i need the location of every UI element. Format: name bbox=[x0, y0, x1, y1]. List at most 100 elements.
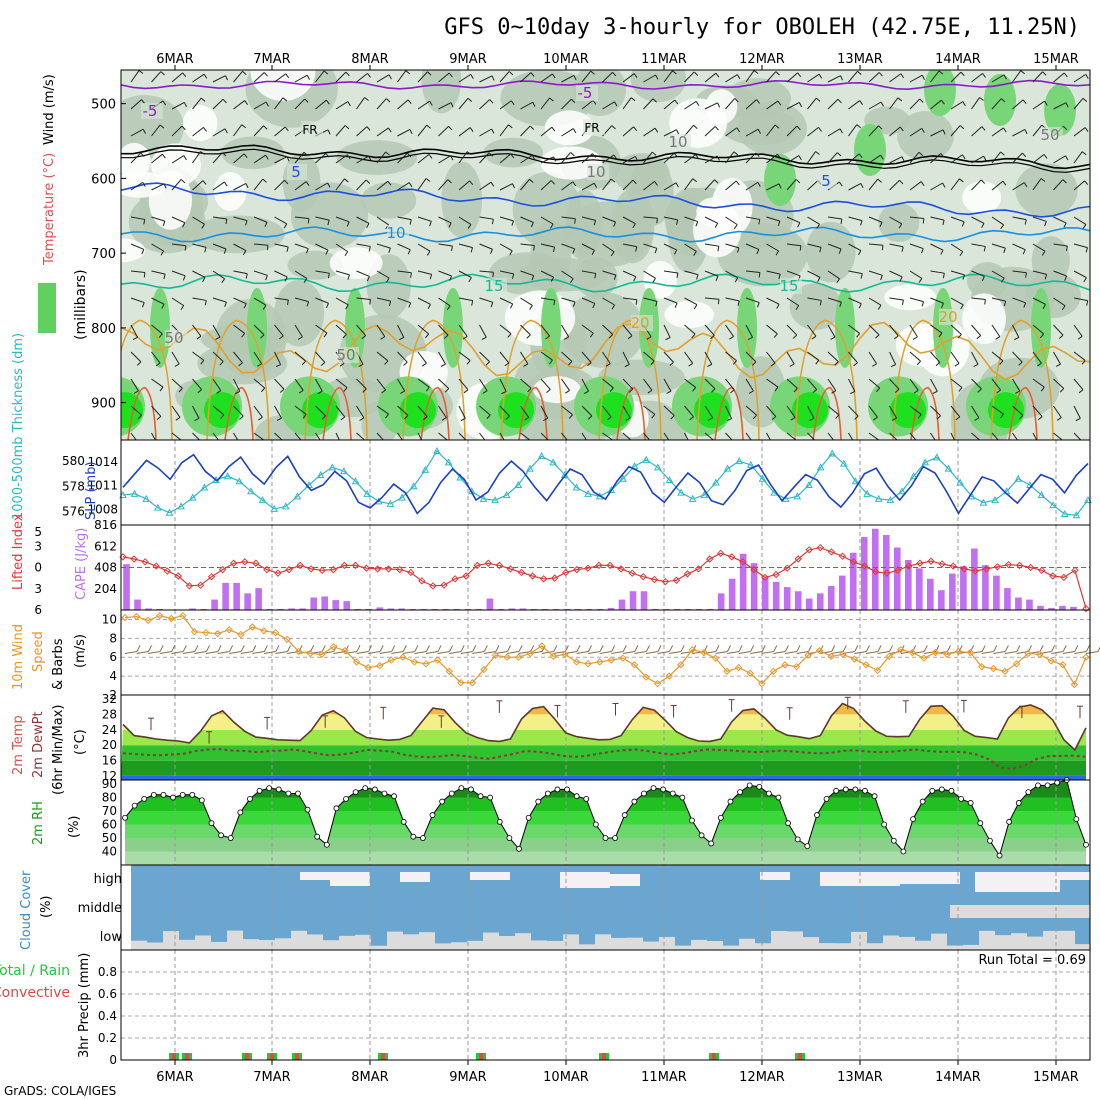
wind-barb bbox=[686, 445, 691, 447]
wind-barb bbox=[326, 303, 329, 309]
wind-barb bbox=[233, 324, 245, 334]
slp-tick-label: 1014 bbox=[87, 455, 118, 469]
wind-barb bbox=[325, 99, 330, 105]
wind-barb bbox=[693, 251, 697, 256]
wind-barb bbox=[745, 128, 759, 137]
wind-barb bbox=[347, 101, 351, 107]
wind-barb bbox=[512, 183, 516, 189]
wind-barb bbox=[984, 299, 986, 305]
lifted-index-tick-label: 5 bbox=[34, 525, 42, 539]
wind-barb bbox=[561, 243, 575, 250]
wind-barb bbox=[868, 405, 878, 418]
wind-barb bbox=[827, 216, 842, 220]
wind-barb bbox=[344, 125, 350, 130]
wind-speed-point bbox=[225, 626, 233, 634]
wind-barb bbox=[356, 126, 368, 137]
wind-barb bbox=[622, 270, 636, 278]
wind-barb bbox=[889, 156, 903, 164]
precip-axis-label: 3hr Precip (mm) bbox=[77, 953, 92, 1058]
wind-barb bbox=[203, 127, 207, 132]
wind-barb bbox=[466, 151, 472, 156]
rh-point bbox=[516, 845, 522, 852]
wind-barb bbox=[633, 73, 638, 78]
rh-tick-label: 50 bbox=[102, 831, 117, 845]
wind-barb bbox=[458, 270, 472, 279]
wind-barb bbox=[335, 432, 340, 440]
wind-barb bbox=[941, 303, 944, 309]
contour-label: 10 bbox=[586, 163, 605, 181]
low-cloud-bar bbox=[531, 940, 547, 950]
wind-barb bbox=[991, 216, 1004, 226]
wind-barb bbox=[572, 181, 577, 187]
wind-barb bbox=[704, 378, 716, 390]
wind-barb bbox=[704, 102, 718, 110]
wind-barb bbox=[531, 275, 535, 281]
rh-point bbox=[256, 787, 263, 794]
wind-barb bbox=[796, 650, 809, 654]
thickness-tick-label: 576 bbox=[62, 504, 85, 518]
wind-barb bbox=[1081, 151, 1087, 156]
wind-speed-point bbox=[839, 650, 847, 659]
precip-tick-label: 0.4 bbox=[98, 1009, 117, 1023]
wind-barb bbox=[158, 333, 163, 338]
wind-barb bbox=[253, 324, 265, 336]
wind-barb bbox=[651, 413, 656, 419]
wind-barb bbox=[930, 432, 936, 440]
rh-point bbox=[890, 837, 897, 844]
cape-bar bbox=[365, 608, 373, 610]
thickness-point bbox=[1060, 509, 1069, 517]
wind-barb bbox=[656, 218, 658, 224]
wind-barb bbox=[422, 362, 427, 367]
wind-barb bbox=[303, 151, 309, 156]
wind-barb bbox=[930, 129, 944, 137]
wind-barb bbox=[795, 442, 798, 446]
wind-barb bbox=[182, 222, 186, 228]
wind-barb bbox=[429, 274, 433, 280]
lifted-index-point bbox=[1071, 566, 1079, 575]
wind-barb bbox=[581, 243, 595, 251]
wind-barb bbox=[733, 151, 739, 156]
date-tick-label: 8MAR bbox=[351, 1070, 388, 1085]
wind-speed-point bbox=[352, 658, 361, 666]
wind-barb bbox=[335, 216, 350, 223]
wind-barb bbox=[469, 180, 474, 185]
rh-clear-area bbox=[329, 247, 383, 279]
wind-barb bbox=[212, 432, 220, 440]
wind-barb bbox=[130, 99, 142, 110]
wind-barb bbox=[817, 277, 821, 282]
wind-barb bbox=[438, 125, 449, 137]
wind-barb bbox=[998, 443, 1002, 446]
wind-barb bbox=[1003, 247, 1006, 253]
wind-speed-point bbox=[445, 667, 453, 676]
wind-barb bbox=[889, 216, 902, 225]
wind-barb bbox=[711, 388, 716, 393]
wind-barb bbox=[1000, 413, 1004, 419]
rh-point bbox=[996, 852, 1003, 859]
wind-barb bbox=[155, 362, 161, 367]
wind-barb bbox=[491, 75, 495, 81]
wind-barb bbox=[830, 336, 836, 340]
wind-barb bbox=[417, 351, 427, 364]
wind-barb bbox=[414, 650, 427, 654]
wind-barb bbox=[860, 183, 864, 189]
wind-tick-label: 6 bbox=[109, 650, 117, 664]
low-cloud-bar bbox=[819, 943, 835, 950]
wind-barb bbox=[1053, 243, 1068, 247]
wind-barb bbox=[420, 445, 424, 447]
rh-point bbox=[420, 835, 426, 841]
wind-barb bbox=[275, 364, 281, 368]
temperature-contour bbox=[206, 319, 270, 440]
wind-barb bbox=[356, 243, 371, 247]
wind-barb bbox=[655, 301, 658, 307]
wind-barb bbox=[858, 303, 862, 309]
wind-barb bbox=[684, 71, 695, 83]
cape-bar bbox=[1048, 607, 1055, 610]
date-tick-label: 7MAR bbox=[253, 52, 290, 67]
temperature-band bbox=[121, 703, 1086, 715]
wind-barb bbox=[913, 389, 919, 394]
wind-barb bbox=[630, 97, 636, 102]
wind-barb bbox=[443, 334, 449, 339]
wind-barb bbox=[745, 216, 760, 220]
thickness-point bbox=[537, 452, 546, 460]
wind-speed-point bbox=[514, 653, 523, 661]
